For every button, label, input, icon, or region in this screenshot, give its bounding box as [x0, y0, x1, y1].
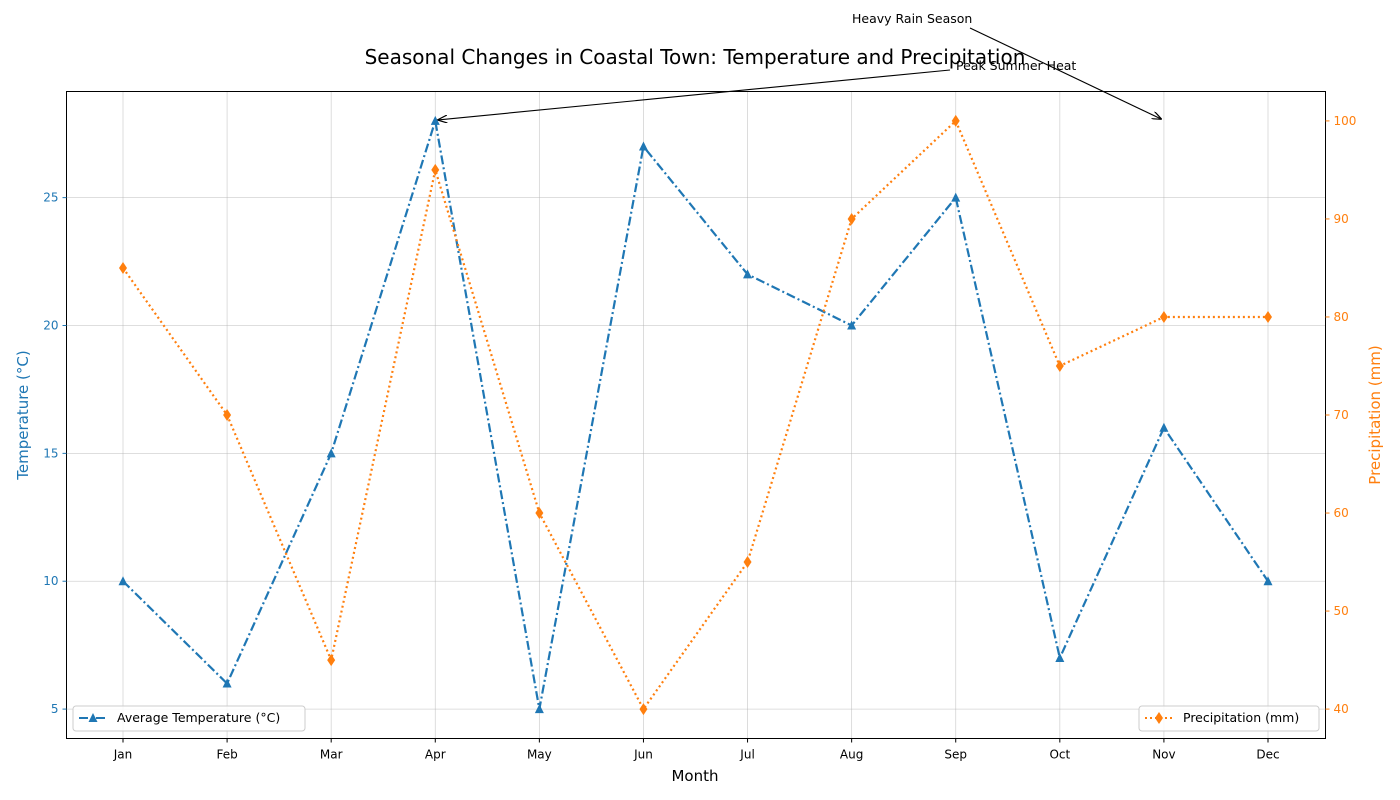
- x-tick-label: Jun: [633, 748, 653, 762]
- data-point-temperature: [638, 141, 648, 151]
- right-y-tick-label: 60: [1334, 506, 1349, 520]
- legend-precipitation-marker: [1155, 712, 1163, 724]
- x-tick-label: Oct: [1049, 748, 1070, 762]
- right-y-axis: 40 50 60 70 80 90 100: [1325, 114, 1357, 716]
- legend-precipitation-box: [1138, 705, 1320, 732]
- right-y-tick-label: 50: [1334, 604, 1349, 618]
- data-point-temperature: [951, 192, 961, 202]
- data-point-precipitation: [639, 703, 648, 716]
- data-point-temperature: [1055, 652, 1065, 662]
- left-y-axis: 5 10 15 20 25: [43, 191, 67, 716]
- legend-precipitation-label: Precipitation (mm): [1183, 710, 1299, 725]
- right-y-axis-label: Precipitation (mm): [1366, 345, 1384, 484]
- annotation-arrow: [438, 69, 951, 120]
- x-tick-label: May: [527, 748, 552, 762]
- data-point-precipitation: [951, 114, 960, 127]
- data-point-temperature: [118, 576, 128, 586]
- right-y-tick-label: 90: [1334, 212, 1349, 226]
- data-point-temperature: [326, 448, 336, 458]
- data-point-temperature: [743, 269, 753, 279]
- right-y-tick-label: 100: [1334, 114, 1357, 128]
- data-point-precipitation: [223, 409, 232, 421]
- right-y-tick-label: 40: [1334, 702, 1349, 716]
- left-y-tick-label: 15: [43, 446, 58, 460]
- left-y-axis-label: Temperature (°C): [14, 350, 32, 480]
- x-tick-label: Mar: [320, 748, 343, 762]
- x-tick-label: Aug: [840, 748, 863, 762]
- data-point-precipitation: [1264, 310, 1272, 323]
- x-tick-label: Dec: [1256, 748, 1279, 762]
- data-point-temperature: [534, 704, 544, 714]
- left-y-tick-label: 10: [43, 574, 58, 588]
- left-y-tick-label: 25: [43, 191, 58, 205]
- legend-precipitation: Precipitation (mm): [1138, 705, 1320, 732]
- data-point-precipitation: [1055, 359, 1064, 372]
- data-point-precipitation: [119, 261, 127, 274]
- x-tick-label: Sep: [944, 748, 967, 762]
- chart-title: Seasonal Changes in Coastal Town: Temper…: [365, 45, 1026, 69]
- right-y-tick-label: 70: [1334, 408, 1349, 422]
- series-line-temperature: [122, 120, 1269, 710]
- series-line-precipitation: [122, 119, 1268, 712]
- data-point-temperature: [222, 678, 232, 688]
- data-point-precipitation: [1159, 310, 1168, 323]
- x-tick-label: Nov: [1152, 748, 1175, 762]
- x-tick-label: Feb: [216, 748, 237, 762]
- legend-temperature: Average Temperature (°C): [72, 705, 306, 732]
- right-y-tick-label: 80: [1334, 310, 1349, 324]
- data-point-precipitation: [431, 163, 440, 176]
- left-y-tick-label: 20: [43, 318, 58, 332]
- x-tick-label: Jan: [113, 748, 133, 762]
- annotation-label: Heavy Rain Season: [852, 11, 972, 26]
- data-point-precipitation: [743, 556, 752, 569]
- data-point-temperature: [847, 320, 857, 330]
- left-y-tick-label: 5: [51, 702, 59, 716]
- x-tick-label: Apr: [425, 748, 446, 762]
- series-layer: [118, 114, 1273, 716]
- data-point-temperature: [1159, 422, 1169, 432]
- annotation-label: Peak Summer Heat: [956, 58, 1076, 73]
- legend-temperature-label: Average Temperature (°C): [117, 710, 280, 725]
- data-point-temperature: [1263, 576, 1273, 586]
- legend-temperature-box: [72, 705, 306, 732]
- legend-temperature-marker: [88, 713, 98, 722]
- data-point-precipitation: [327, 654, 336, 667]
- x-axis-label: Month: [671, 767, 718, 785]
- data-point-precipitation: [847, 212, 856, 225]
- x-axis: Jan Feb Mar Apr May Jun Jul Aug Sep Oct Nov Dec: [113, 738, 1280, 762]
- x-tick-label: Jul: [739, 748, 754, 762]
- data-point-precipitation: [535, 507, 544, 520]
- annotations: Peak Summer Heat Heavy Rain Season: [438, 11, 1161, 120]
- grid: [66, 91, 1326, 739]
- annotation-arrow: [969, 27, 1161, 119]
